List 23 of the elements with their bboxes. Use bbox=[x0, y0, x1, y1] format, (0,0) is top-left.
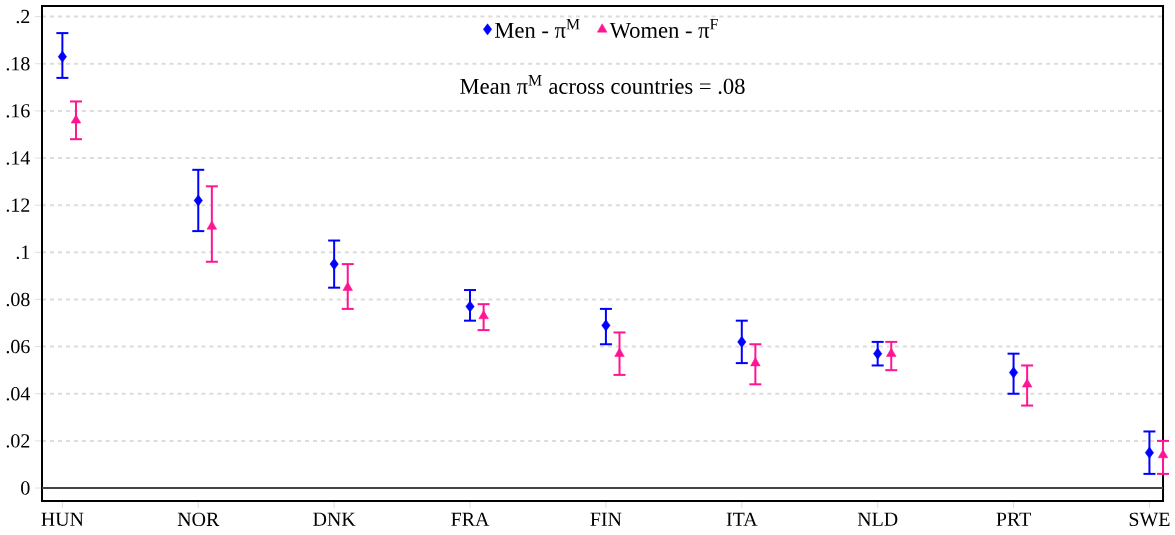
y-tick-label: .04 bbox=[6, 386, 30, 401]
y-tick-label: .14 bbox=[6, 151, 30, 165]
annotation: Mean π$^{M}$ across countries = .08 bbox=[460, 75, 745, 95]
y-tick-label: .08 bbox=[6, 292, 30, 307]
y-tick-label: .02 bbox=[6, 434, 30, 448]
y-tick-label: .06 bbox=[6, 339, 30, 354]
y-tick-label: .18 bbox=[6, 56, 30, 71]
x-tick-label: ITA bbox=[726, 512, 758, 526]
legend-label: Men - π$^{M}$ bbox=[495, 19, 580, 38]
y-tick-label: .2 bbox=[16, 9, 30, 24]
x-tick-label: FRA bbox=[451, 512, 490, 526]
x-tick-label: NOR bbox=[177, 512, 220, 527]
y-tick-label: .12 bbox=[6, 198, 30, 212]
x-tick-label: NLD bbox=[857, 512, 898, 526]
legend-label: Women - π$^{F}$ bbox=[609, 19, 718, 39]
x-tick-label: SWE bbox=[1129, 512, 1170, 527]
x-tick-label: DNK bbox=[313, 512, 356, 526]
x-tick-label: HUN bbox=[41, 512, 84, 526]
y-tick-label: 0 bbox=[21, 481, 30, 495]
x-tick-label: FIN bbox=[590, 512, 622, 526]
y-tick-label: .1 bbox=[16, 245, 30, 260]
x-tick-label: PRT bbox=[996, 512, 1031, 526]
y-tick-label: .16 bbox=[6, 104, 30, 118]
